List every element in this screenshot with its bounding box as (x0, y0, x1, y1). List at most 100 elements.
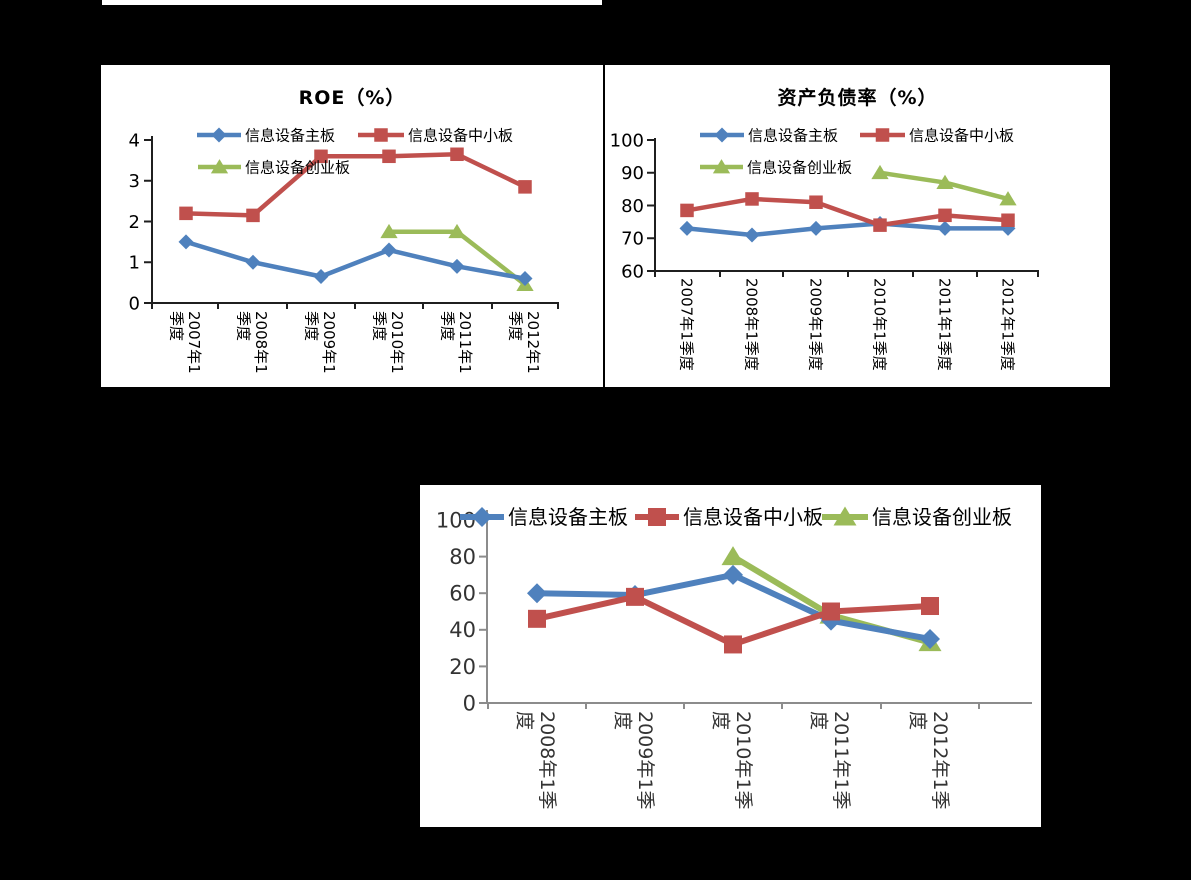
square-marker (745, 192, 759, 206)
triangle-marker (721, 546, 745, 566)
debt-ratio-chart: 60 70 80 90 100 2007年1季度 2008年1季度 2009年1季度 2010年… (610, 126, 1039, 371)
legend-label: 信息设备中小板 (408, 126, 513, 144)
x-tick-label: 2007年1季度 (678, 278, 696, 371)
y-tick-label: 70 (621, 229, 644, 250)
diamond-marker (527, 583, 547, 604)
y-tick-label: 80 (449, 545, 476, 569)
x-tick-label: 2010年1季度 (371, 311, 407, 374)
x-tick-label: 2012年1季度 (999, 278, 1017, 371)
square-marker (1001, 213, 1015, 227)
x-tick-label: 2008年1季度 (235, 311, 271, 374)
y-tick-label: 0 (129, 293, 140, 314)
diamond-marker (245, 254, 261, 270)
top-white-strip (102, 0, 602, 5)
x-tick-label: 2008年1季度 (743, 278, 761, 371)
series-line (183, 152, 528, 218)
bottom-chart-panel: 0 20 40 60 80 100 2008年1季度 2009年1季度 2010年1季度 2011… (420, 485, 1041, 827)
triangle-marker (871, 164, 889, 180)
legend-item: 信息设备创业板 (700, 158, 852, 176)
legend-item: 信息设备主板 (460, 505, 628, 529)
roe-chart: 0 1 2 3 4 2007年1季度 2008年1季度 2009年1季度 2010年1季度 201… (129, 126, 559, 374)
y-tick-label: 60 (621, 261, 644, 282)
triangle-marker (999, 191, 1017, 206)
legend-label: 信息设备创业板 (747, 158, 852, 176)
y-axis (144, 136, 153, 304)
bottom-chart: 0 20 40 60 80 100 2008年1季度 2009年1季度 2010年1季度 2011… (436, 505, 1032, 809)
square-marker (938, 208, 952, 223)
diamond-marker (937, 220, 953, 236)
diamond-marker (381, 242, 397, 258)
y-tick-label: 1 (129, 253, 140, 274)
x-axis-labels: 2007年1季度 2008年1季度 2009年1季度 2010年1季度 2011年1季度… (678, 278, 1017, 371)
series-1 (179, 147, 532, 223)
square-marker (875, 128, 890, 142)
diamond-marker (679, 220, 695, 236)
y-tick-label: 60 (449, 582, 476, 606)
y-tick-label: 80 (621, 196, 644, 217)
y-axis-labels: 0 20 40 60 80 100 (436, 508, 476, 715)
legend-label: 信息设备创业板 (872, 505, 1012, 529)
x-tick-label: 2011年1季度 (936, 278, 954, 371)
series-line (684, 196, 1011, 228)
series-0 (679, 216, 1016, 243)
legend-item: 信息设备创业板 (198, 158, 350, 176)
y-tick-label: 3 (129, 171, 140, 192)
diamond-marker (178, 234, 194, 250)
square-marker (648, 508, 666, 526)
legend: 信息设备主板信息设备中小板 信息设备创业板 (460, 505, 1012, 529)
square-marker (626, 587, 644, 606)
series-1 (528, 587, 939, 654)
diamond-marker (472, 507, 492, 527)
square-marker (528, 609, 546, 628)
x-tick-label: 2009年1季度 (612, 711, 656, 809)
x-axis-labels: 2008年1季度 2009年1季度 2010年1季度 2011年1季度 2012年1季度 (514, 711, 951, 809)
x-axis (487, 702, 1032, 709)
x-tick-label: 2010年1季度 (710, 711, 754, 809)
square-marker (921, 597, 939, 616)
square-marker (179, 206, 193, 221)
square-marker (246, 208, 260, 223)
roe-chart-panel: ROE（%） 0 1 2 3 4 2007年1季度 2008年1季度 2009年1季度 2010… (101, 65, 603, 387)
y-tick-label: 100 (610, 130, 644, 151)
x-tick-label: 2009年1季度 (807, 278, 825, 371)
legend-item: 信息设备中小板 (635, 505, 823, 529)
square-marker (518, 180, 532, 194)
diamond-marker (723, 564, 743, 585)
series-0 (178, 234, 533, 287)
legend-label: 信息设备主板 (245, 126, 335, 144)
square-marker (382, 149, 396, 164)
y-axis-labels: 0 1 2 3 4 (129, 130, 140, 314)
x-tick-label: 2011年1季度 (808, 711, 852, 809)
legend-item: 信息设备主板 (700, 126, 838, 144)
debt-ratio-chart-panel: 资产负债率（%） 60 70 80 90 100 2007年1季度 2008年1季度 2009… (605, 65, 1110, 387)
legend-item: 信息设备主板 (197, 126, 335, 144)
triangle-marker (448, 223, 466, 239)
triangle-marker (380, 223, 398, 239)
legend-label: 信息设备主板 (508, 505, 628, 529)
x-tick-label: 2012年1季度 (907, 711, 951, 809)
square-marker (873, 218, 887, 232)
y-axis (479, 510, 488, 704)
diamond-marker (449, 258, 465, 274)
series-2 (380, 223, 534, 292)
legend-item: 信息设备中小板 (358, 126, 513, 144)
x-tick-label: 2008年1季度 (514, 711, 558, 809)
x-tick-label: 2010年1季度 (871, 278, 889, 371)
legend-label: 信息设备中小板 (909, 126, 1014, 144)
series-line (684, 221, 1011, 238)
legend-label: 信息设备主板 (748, 126, 838, 144)
series-line (183, 239, 528, 281)
diamond-marker (517, 271, 533, 287)
y-tick-label: 100 (436, 508, 476, 532)
roe-chart-title: ROE（%） (298, 87, 406, 109)
series-1 (680, 192, 1015, 232)
square-marker (724, 635, 742, 654)
series-0 (527, 564, 940, 649)
square-marker (822, 602, 840, 621)
triangle-marker (936, 174, 954, 189)
y-tick-label: 90 (621, 163, 644, 184)
x-tick-label: 2011年1季度 (439, 311, 475, 374)
square-marker (809, 195, 823, 209)
